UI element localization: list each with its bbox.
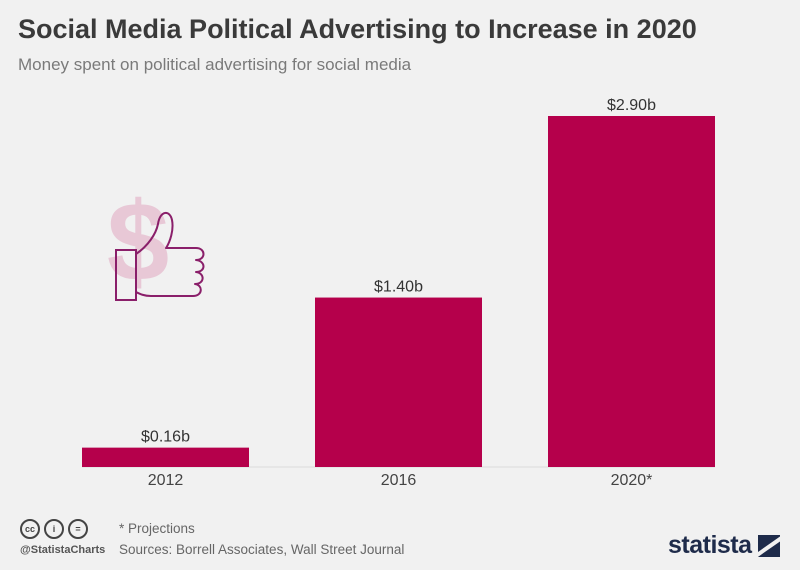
svg-text:$: $: [107, 180, 169, 304]
bar-chart: $0.16b 2012 $1.40b 2016 $2.90b 2020*: [82, 97, 715, 489]
x-tick-label-2012: 2012: [148, 472, 184, 489]
x-tick-label-2016: 2016: [381, 472, 417, 489]
bar-2020: [548, 116, 715, 467]
statista-logo-icon: [757, 534, 780, 557]
cc-license-icon: cc: [20, 519, 40, 539]
chart-subtitle: Money spent on political advertising for…: [18, 55, 412, 74]
creative-commons-icons: cc i =: [20, 519, 88, 541]
statista-logo-text: statista: [668, 531, 752, 559]
data-label-2020: $2.90b: [607, 97, 656, 114]
footnote: * Projections: [119, 521, 195, 536]
x-tick-label-2020: 2020*: [611, 472, 653, 489]
sources: Sources: Borrell Associates, Wall Street…: [119, 542, 405, 557]
no-derivatives-icon: =: [68, 519, 88, 539]
dollar-thumbs-up-icon: $: [107, 180, 205, 304]
statista-logo[interactable]: statista: [668, 531, 780, 560]
statista-handle: @StatistaCharts: [20, 544, 106, 556]
bar-2012: [82, 447, 249, 467]
chart-title: Social Media Political Advertising to In…: [18, 14, 697, 44]
attribution-icon: i: [44, 519, 64, 539]
bar-2016: [315, 297, 482, 467]
data-label-2012: $0.16b: [141, 429, 190, 446]
data-label-2016: $1.40b: [374, 279, 423, 296]
